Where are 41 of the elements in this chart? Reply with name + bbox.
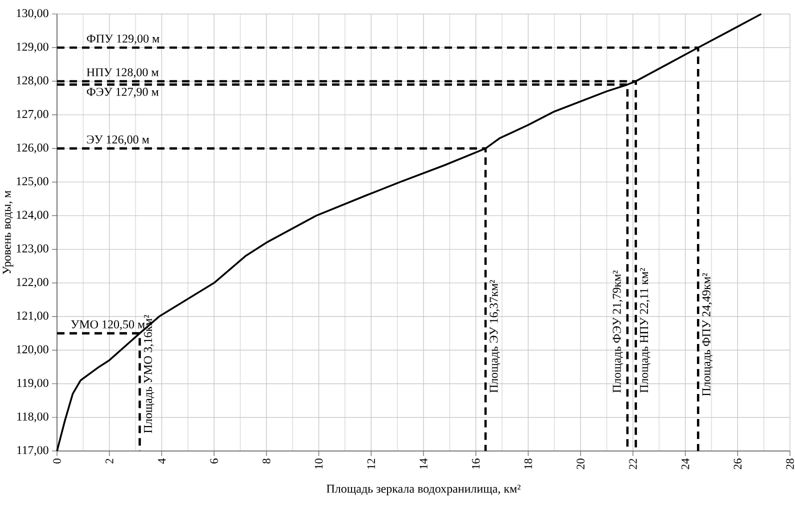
- x-axis-title: Площадь зеркала водохранилища, км²: [326, 484, 520, 496]
- x-tick-label: 22: [629, 458, 637, 470]
- x-tick-label: 10: [314, 458, 323, 469]
- annotation: ФПУ 129,00 м: [86, 34, 160, 44]
- y-tick-label: 117,00: [17, 446, 48, 456]
- x-tick-label: 28: [786, 458, 794, 470]
- y-tick-label: 130,00: [16, 9, 48, 19]
- x-tick-label: 18: [524, 458, 532, 469]
- annotation: ЭУ 126,00 м: [87, 135, 150, 146]
- annotation: Площадь ФПУ 24,49км²: [702, 273, 713, 396]
- x-tick-label: 12: [367, 458, 375, 469]
- x-tick-label: 8: [262, 458, 270, 464]
- annotation: Площадь НПУ 22,11 км²: [640, 268, 650, 393]
- annotation: ФЭУ 127,90 м: [86, 88, 159, 98]
- x-tick-label: 26: [734, 458, 742, 470]
- y-tick-label: 124,00: [16, 210, 48, 221]
- y-tick-label: 125,00: [16, 177, 48, 187]
- y-tick-label: 126,00: [16, 144, 48, 154]
- y-tick-label: 129,00: [16, 42, 48, 53]
- x-tick-label: 14: [420, 458, 428, 469]
- x-tick-label: 20: [576, 458, 584, 470]
- y-axis-title: Уровень воды, м: [2, 190, 14, 274]
- annotation: НПУ 128,00 м: [86, 68, 159, 78]
- x-tick-label: 16: [472, 458, 480, 469]
- x-tick-label: 4: [158, 458, 166, 464]
- y-tick-label: 123,00: [16, 244, 48, 254]
- y-tick-label: 128,00: [16, 76, 48, 86]
- y-tick-label: 120,00: [16, 345, 48, 356]
- x-tick-label: 6: [210, 458, 218, 464]
- y-tick-label: 121,00: [16, 312, 48, 322]
- y-tick-label: 118,00: [17, 412, 48, 422]
- annotation: Площадь УМО 3,16км²: [144, 314, 154, 433]
- y-tick-label: 119,00: [17, 378, 48, 389]
- x-tick-label: 0: [53, 458, 61, 464]
- annotation: УМО 120,50 м: [71, 320, 145, 330]
- annotation: Площадь ФЭУ 21,79км²: [612, 270, 624, 393]
- annotation: Площадь ЭУ 16,37км²: [490, 280, 500, 393]
- y-tick-label: 122,00: [16, 278, 48, 288]
- x-tick-label: 2: [106, 458, 114, 464]
- y-tick-label: 127,00: [16, 110, 48, 120]
- x-tick-label: 24: [681, 458, 690, 470]
